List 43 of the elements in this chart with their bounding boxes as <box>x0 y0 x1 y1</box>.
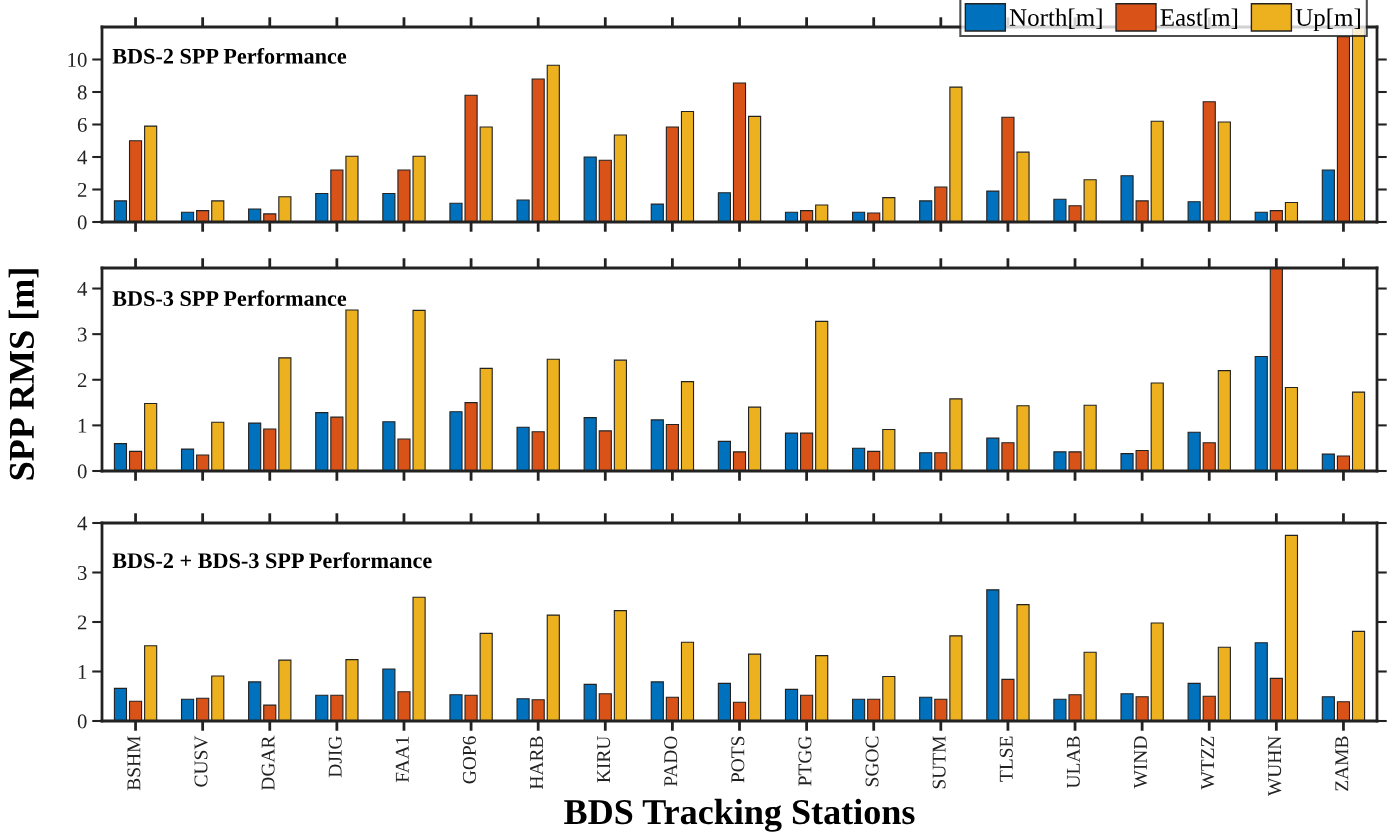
x-tick-label: WTZZ <box>1201 736 1215 790</box>
x-tick-label: HARB <box>530 736 543 790</box>
y-tick-label: 0 <box>77 215 87 230</box>
y-tick-label: 2 <box>77 182 87 197</box>
y-tick-label: 8 <box>77 85 87 100</box>
legend-label: East[m] <box>1160 8 1238 30</box>
y-tick-label: 0 <box>77 714 87 729</box>
x-tick-label: SGOC <box>865 736 879 787</box>
x-tick-label: PADO <box>664 736 678 787</box>
y-tick-label: 4 <box>77 516 88 531</box>
x-tick-label: ULAB <box>1066 736 1080 789</box>
y-tick-label: 3 <box>78 565 87 580</box>
y-tick-label: 1 <box>78 664 87 679</box>
y-tick-label: 1 <box>78 418 87 433</box>
x-tick-label: PTGG <box>798 736 812 786</box>
y-tick-label: 2 <box>77 615 87 630</box>
x-tick-label: KIRU <box>597 735 611 783</box>
x-tick-label: POTS <box>731 736 745 783</box>
x-tick-label: DGAR <box>261 735 275 791</box>
x-tick-label: WUHN <box>1268 736 1282 797</box>
text: BDS-2 + BDS-3 SPP Performance <box>112 552 432 569</box>
y-tick-label: 10 <box>68 52 87 67</box>
y-tick-label: 2 <box>77 373 87 387</box>
y-tick-label: 0 <box>77 464 87 479</box>
y-tick-label: 4 <box>77 282 88 296</box>
y-tick-label: 6 <box>77 117 87 132</box>
x-tick-label: WIND <box>1134 736 1148 789</box>
x-tick-label: CUSV <box>194 735 208 787</box>
x-tick-label: FAA1 <box>395 736 409 783</box>
x-tick-label: ZAMB <box>1335 736 1349 791</box>
x-tick-label: DJIG <box>328 736 342 778</box>
x-axis-title: BDS Tracking Stations <box>564 798 915 832</box>
x-tick-label: BSHM <box>127 736 141 791</box>
legend-label: Up[m] <box>1295 8 1360 32</box>
y-tick-label: 3 <box>78 327 87 342</box>
x-tick-label: TLSE <box>999 736 1013 782</box>
y-axis-title: SPP RMS [m] <box>8 269 39 480</box>
legend-label: North[m] <box>1009 8 1102 30</box>
text: BDS-3 SPP Performance <box>112 290 347 307</box>
text: BDS-2 SPP Performance <box>112 47 347 64</box>
x-tick-label: GOP6 <box>462 736 476 784</box>
x-tick-label: SUTM <box>932 736 946 789</box>
y-tick-label: 4 <box>77 150 88 165</box>
